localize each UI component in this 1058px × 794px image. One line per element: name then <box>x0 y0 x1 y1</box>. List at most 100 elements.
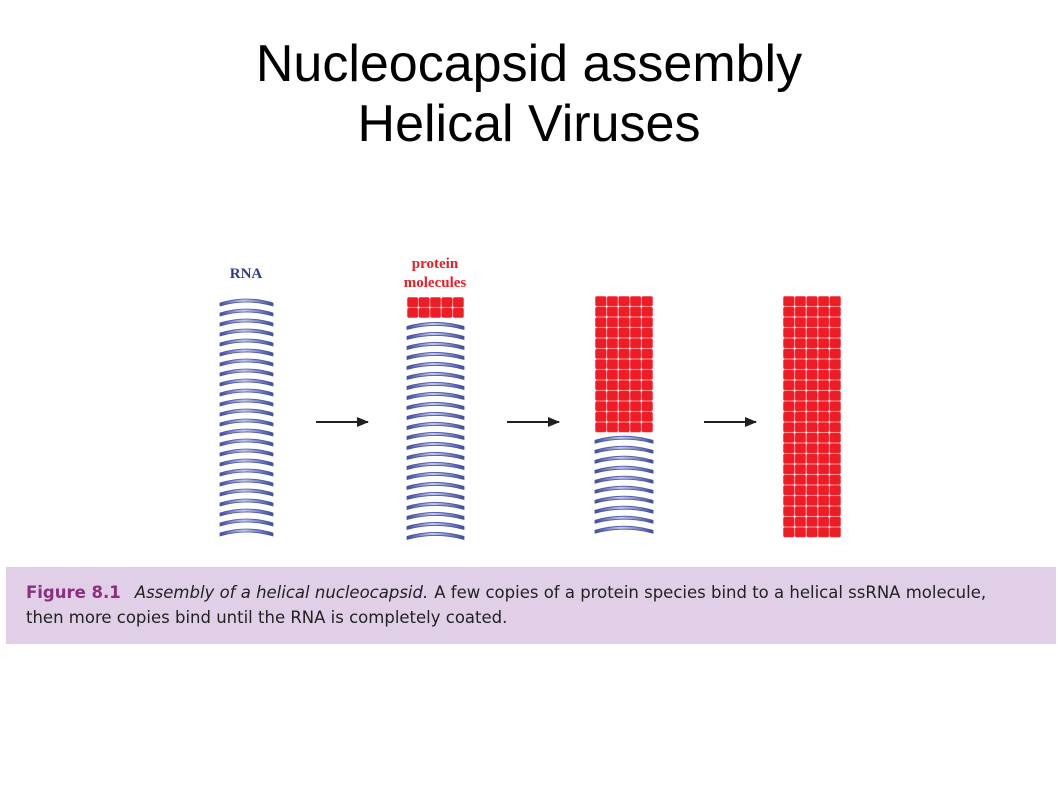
protein-subunit <box>641 359 653 370</box>
protein-subunit <box>794 527 807 538</box>
rna-coil-turn <box>406 532 465 540</box>
protein-subunit <box>783 495 795 506</box>
protein-subunit <box>817 359 830 370</box>
rna-coil-turn <box>219 378 274 387</box>
rna-coil-turn <box>406 522 465 530</box>
protein-subunit <box>595 401 607 412</box>
protein-subunit <box>595 411 607 422</box>
rna-coil-turn <box>406 502 465 510</box>
protein-subunit <box>783 432 795 443</box>
protein-subunit <box>606 338 619 349</box>
rna-coil-turn <box>406 322 465 330</box>
protein-subunit <box>641 296 653 307</box>
caption-text-2: then more copies bind until the RNA is c… <box>26 608 508 627</box>
rna-coil-turn <box>406 472 465 480</box>
protein-subunit <box>783 359 795 370</box>
protein-subunit <box>618 369 630 380</box>
rna-coil-turn <box>219 498 274 507</box>
protein-subunit <box>829 327 841 338</box>
protein-subunit <box>606 380 619 391</box>
protein-subunit <box>629 401 642 412</box>
rna-coil-turn <box>406 382 465 390</box>
protein-subunit <box>806 327 818 338</box>
protein-subunit <box>794 495 807 506</box>
protein-subunit <box>806 464 818 475</box>
protein-subunit <box>794 338 807 349</box>
protein-subunit <box>829 443 841 454</box>
protein-subunit <box>794 443 807 454</box>
protein-subunit <box>783 516 795 527</box>
protein-subunit <box>806 527 818 538</box>
protein-subunit <box>429 297 442 308</box>
protein-subunit <box>618 348 630 359</box>
protein-subunit <box>817 485 830 496</box>
protein-label-line-2: molecules <box>404 275 467 291</box>
protein-subunit <box>641 317 653 328</box>
protein-subunit <box>829 306 841 317</box>
rna-coil-turn <box>219 388 274 397</box>
figure-caption: Figure 8.1 Assembly of a helical nucleoca… <box>6 567 1056 644</box>
protein-subunit <box>618 327 630 338</box>
rna-coil-turn <box>219 398 274 407</box>
rna-coil-turn <box>219 468 274 477</box>
rna-coil-turn <box>594 505 654 514</box>
protein-subunit <box>629 327 642 338</box>
protein-subunit <box>817 474 830 485</box>
protein-subunit <box>783 485 795 496</box>
protein-subunit <box>595 306 607 317</box>
protein-subunit <box>629 411 642 422</box>
protein-subunit <box>618 411 630 422</box>
protein-subunit <box>806 474 818 485</box>
protein-subunit <box>829 317 841 328</box>
rna-label: RNA <box>230 266 263 282</box>
protein-subunit <box>618 317 630 328</box>
rna-coil-turn <box>594 515 654 524</box>
protein-subunit <box>783 338 795 349</box>
protein-subunit <box>606 296 619 307</box>
protein-subunit <box>817 380 830 391</box>
protein-subunit <box>794 506 807 517</box>
protein-subunit <box>783 443 795 454</box>
protein-subunit <box>595 338 607 349</box>
protein-subunit <box>783 380 795 391</box>
protein-subunit <box>817 495 830 506</box>
protein-subunit <box>407 307 419 318</box>
protein-subunit <box>829 422 841 433</box>
slide-title: Nucleocapsid assembly Helical Viruses <box>0 34 1058 154</box>
rna-coil-turn <box>406 452 465 460</box>
protein-subunit <box>829 338 841 349</box>
rna-coil-turn <box>219 458 274 467</box>
protein-subunit <box>829 411 841 422</box>
rna-coil-turn <box>219 358 274 367</box>
protein-subunit <box>806 516 818 527</box>
protein-subunit <box>806 380 818 391</box>
protein-subunit <box>595 422 607 433</box>
protein-subunit <box>418 307 430 318</box>
rna-coil-turn <box>219 438 274 447</box>
protein-subunit <box>829 464 841 475</box>
protein-subunit <box>794 432 807 443</box>
protein-subunit <box>817 453 830 464</box>
protein-subunit <box>783 506 795 517</box>
protein-subunit <box>806 317 818 328</box>
protein-subunit <box>629 422 642 433</box>
rna-coil-turn <box>406 432 465 440</box>
protein-subunit <box>783 348 795 359</box>
protein-subunit <box>783 422 795 433</box>
rna-coil-turn <box>594 445 654 454</box>
protein-subunit <box>595 317 607 328</box>
protein-subunit <box>817 411 830 422</box>
protein-subunit <box>806 296 818 307</box>
protein-subunit <box>806 411 818 422</box>
stage-rna-helix <box>219 298 274 537</box>
rna-coil-turn <box>219 518 274 527</box>
rna-coil-turn <box>219 298 274 307</box>
protein-subunit <box>618 390 630 401</box>
protein-subunit <box>641 401 653 412</box>
protein-subunit <box>629 380 642 391</box>
protein-subunit <box>641 338 653 349</box>
protein-subunit <box>806 369 818 380</box>
protein-subunit <box>418 297 430 308</box>
figure-title: Assembly of a helical nucleocapsid. <box>134 583 429 602</box>
rna-coil-turn <box>219 508 274 517</box>
